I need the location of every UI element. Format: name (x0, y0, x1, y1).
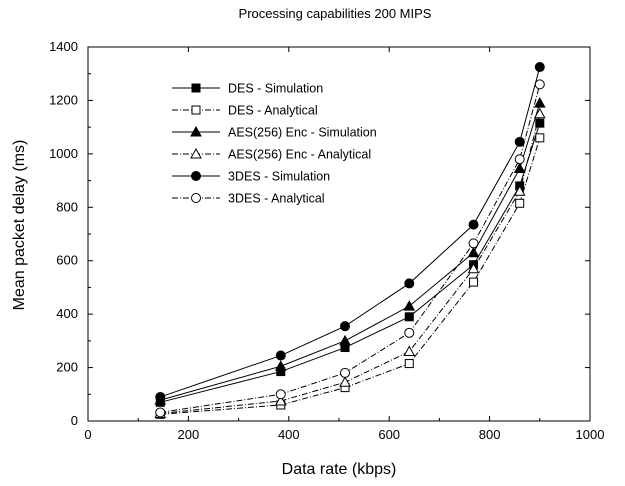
data-point (513, 162, 526, 174)
data-point (275, 389, 286, 400)
data-point (274, 360, 287, 371)
x-axis-label: Data rate (kbps) (282, 461, 397, 478)
y-tick-label: 1000 (49, 146, 78, 161)
x-axis: 0 200 400 600 800 1000 (84, 47, 604, 442)
legend-marker (191, 193, 201, 203)
series-2 (154, 97, 546, 405)
legend: DES - Simulation DES - Analytical AES(256)… (172, 82, 377, 206)
x-tick-label: 200 (178, 427, 200, 442)
data-point (404, 359, 414, 369)
y-tick-label: 400 (56, 306, 78, 321)
data-point (514, 154, 525, 165)
data-point (534, 62, 545, 73)
data-point (469, 277, 479, 287)
y-axis: 0 200 400 600 800 1000 1200 1400 (49, 39, 590, 428)
data-point (404, 327, 415, 338)
data-point (467, 246, 480, 258)
data-point (340, 367, 351, 378)
data-point (534, 79, 545, 90)
series-0 (155, 118, 545, 407)
y-tick-label: 1200 (49, 92, 78, 107)
legend-label: DES - Analytical (228, 104, 318, 118)
data-point (514, 136, 525, 147)
legend-item: DES - Simulation (172, 82, 323, 96)
series-line (160, 137, 541, 415)
data-point (339, 334, 351, 346)
legend-label: 3DES - Simulation (228, 170, 330, 184)
data-point (533, 97, 546, 108)
data-point (274, 394, 287, 406)
data-point (340, 321, 351, 332)
series-layer (154, 62, 546, 419)
x-tick-label: 0 (84, 427, 91, 442)
series-5 (155, 79, 545, 418)
legend-label: 3DES - Analytical (228, 192, 325, 206)
data-point (468, 219, 479, 230)
x-tick-label: 400 (278, 427, 300, 442)
y-tick-label: 1400 (49, 39, 78, 54)
legend-item: AES(256) Enc - Analytical (172, 148, 371, 162)
series-1 (155, 133, 545, 419)
legend-item: 3DES - Simulation (172, 170, 330, 184)
series-line (160, 66, 541, 398)
legend-item: 3DES - Analytical (172, 192, 325, 206)
data-point (535, 133, 545, 143)
x-tick-label: 1000 (576, 427, 605, 442)
data-point (403, 300, 416, 311)
data-point (513, 185, 526, 196)
data-point (467, 262, 480, 274)
data-point (403, 345, 416, 357)
legend-marker (191, 105, 201, 115)
plot-border (87, 46, 591, 422)
y-tick-label: 800 (56, 199, 78, 214)
y-axis-label: Mean packet delay (ms) (11, 140, 28, 311)
data-point (275, 350, 286, 361)
chart-title: Processing capabilities 200 MIPS (239, 6, 432, 21)
data-point (339, 376, 351, 387)
legend-label: DES - Simulation (228, 82, 323, 96)
data-point (404, 278, 415, 289)
series-line (160, 122, 541, 403)
y-tick-label: 600 (56, 253, 78, 268)
data-point (155, 407, 166, 418)
legend-marker (191, 171, 201, 181)
legend-marker (191, 83, 201, 93)
x-tick-label: 800 (479, 427, 501, 442)
data-point (404, 312, 414, 322)
data-point (535, 118, 545, 128)
data-point (515, 198, 525, 208)
plot-area (87, 46, 591, 422)
data-point (155, 391, 166, 402)
x-tick-label: 600 (378, 427, 400, 442)
legend-label: AES(256) Enc - Analytical (228, 148, 371, 162)
legend-item: DES - Analytical (172, 104, 318, 118)
legend-marker (190, 147, 202, 159)
y-tick-label: 200 (56, 360, 78, 375)
series-4 (155, 62, 545, 402)
data-point (533, 107, 546, 119)
legend-label: AES(256) Enc - Simulation (228, 126, 377, 140)
legend-marker (190, 125, 202, 137)
y-tick-label: 0 (71, 413, 78, 428)
data-point (468, 238, 479, 249)
legend-item: AES(256) Enc - Simulation (172, 126, 377, 140)
